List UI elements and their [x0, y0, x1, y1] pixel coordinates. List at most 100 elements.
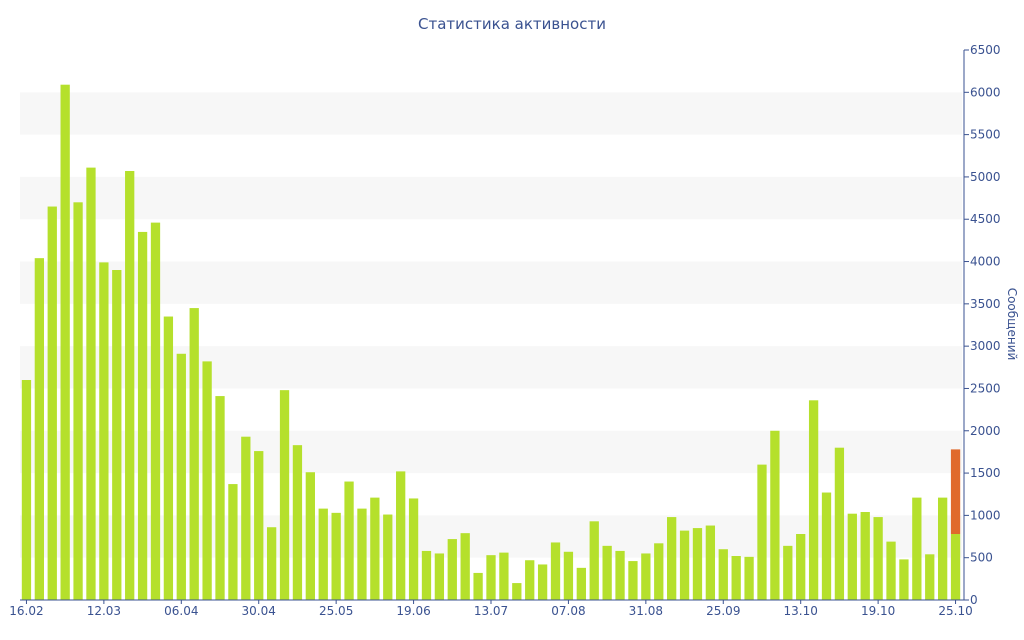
bar[interactable] [21, 380, 32, 600]
bar[interactable] [537, 564, 548, 600]
bar[interactable] [912, 497, 922, 600]
bar[interactable] [47, 206, 57, 601]
bar[interactable] [744, 556, 754, 600]
bar[interactable] [163, 316, 174, 600]
bar[interactable] [925, 554, 935, 600]
bar[interactable] [215, 396, 225, 600]
bar[interactable] [357, 508, 367, 600]
bar[interactable] [137, 231, 148, 600]
bar[interactable] [396, 471, 406, 600]
chart-title: Статистика активности [418, 15, 606, 33]
x-tick-label: 25.09 [706, 604, 740, 618]
bar[interactable] [434, 553, 445, 600]
bar[interactable] [150, 222, 161, 600]
y-tick-label: 6500 [970, 43, 1001, 57]
y-tick-label: 2000 [970, 424, 1001, 438]
bar[interactable] [615, 550, 625, 600]
bar[interactable] [125, 171, 135, 600]
y-tick-label: 3000 [970, 339, 1001, 353]
x-tick-label: 25.10 [938, 604, 972, 618]
bar[interactable] [86, 167, 96, 600]
bar[interactable] [731, 556, 741, 600]
x-tick-label: 13.10 [784, 604, 818, 618]
bar[interactable] [73, 202, 83, 601]
bar[interactable] [266, 527, 277, 600]
bar-highlight-segment[interactable] [950, 449, 961, 534]
bar[interactable] [112, 270, 122, 600]
bar[interactable] [654, 543, 664, 600]
bar[interactable] [292, 445, 303, 600]
bar[interactable] [473, 572, 483, 600]
x-tick-label: 30.04 [242, 604, 276, 618]
bar[interactable] [783, 545, 793, 600]
grid-band [20, 261, 962, 304]
bar[interactable] [460, 533, 470, 600]
bar[interactable] [512, 583, 522, 600]
grid-band [20, 346, 962, 389]
y-tick-label: 4500 [970, 212, 1001, 226]
bar[interactable] [834, 447, 845, 600]
bar[interactable] [344, 481, 354, 600]
x-tick-label: 12.03 [87, 604, 121, 618]
bar[interactable] [576, 567, 586, 600]
y-tick-label: 2500 [970, 381, 1001, 395]
bar[interactable] [228, 484, 238, 600]
bar[interactable] [176, 353, 186, 600]
bar[interactable] [60, 84, 70, 600]
bar[interactable] [808, 400, 819, 600]
bar[interactable] [421, 550, 432, 600]
bar[interactable] [770, 430, 780, 600]
bar[interactable] [383, 514, 393, 600]
grid-band [20, 92, 962, 135]
bar[interactable] [499, 552, 509, 600]
bars [21, 84, 961, 601]
bar[interactable] [563, 551, 574, 600]
bar[interactable] [628, 561, 638, 600]
y-tick-label: 3500 [970, 297, 1001, 311]
bar[interactable] [602, 545, 612, 600]
bar[interactable] [860, 512, 870, 600]
bar[interactable] [34, 258, 45, 600]
bar[interactable] [899, 559, 909, 600]
bar[interactable] [718, 549, 728, 600]
bar[interactable] [796, 534, 806, 600]
bar[interactable] [692, 528, 703, 600]
grid-band [20, 430, 962, 474]
bar[interactable] [202, 361, 212, 600]
x-tick-label: 25.05 [319, 604, 353, 618]
bar[interactable] [254, 451, 264, 600]
bar[interactable] [757, 464, 767, 600]
bar[interactable] [305, 472, 315, 600]
bar[interactable] [821, 492, 832, 600]
bar[interactable] [99, 262, 109, 600]
bar[interactable] [447, 539, 457, 600]
bar[interactable] [318, 508, 328, 600]
bar[interactable] [847, 513, 857, 600]
bar[interactable] [486, 555, 496, 600]
bar[interactable] [950, 534, 961, 600]
y-tick-label: 500 [970, 551, 993, 565]
bar[interactable] [705, 525, 716, 600]
bar[interactable] [279, 390, 290, 600]
bar[interactable] [873, 517, 883, 600]
bar[interactable] [641, 553, 651, 600]
bar[interactable] [589, 521, 599, 600]
bar[interactable] [331, 512, 341, 600]
bar[interactable] [679, 530, 690, 600]
y-tick-label: 5000 [970, 170, 1001, 184]
bar[interactable] [525, 560, 535, 600]
bar[interactable] [370, 497, 380, 600]
bar[interactable] [241, 436, 251, 600]
bar[interactable] [667, 517, 677, 600]
x-tick-label: 19.10 [861, 604, 895, 618]
bar[interactable] [408, 498, 419, 600]
bar[interactable] [550, 542, 561, 600]
bar[interactable] [886, 541, 896, 600]
y-tick-label: 0 [970, 593, 978, 607]
bar[interactable] [189, 308, 199, 600]
bar[interactable] [937, 497, 948, 600]
y-tick-label: 6000 [970, 85, 1001, 99]
x-tick-label: 07.08 [551, 604, 585, 618]
x-axis: 16.02 12.03 06.04 30.04 25.05 19.06 13.07 07.08… [9, 599, 973, 618]
